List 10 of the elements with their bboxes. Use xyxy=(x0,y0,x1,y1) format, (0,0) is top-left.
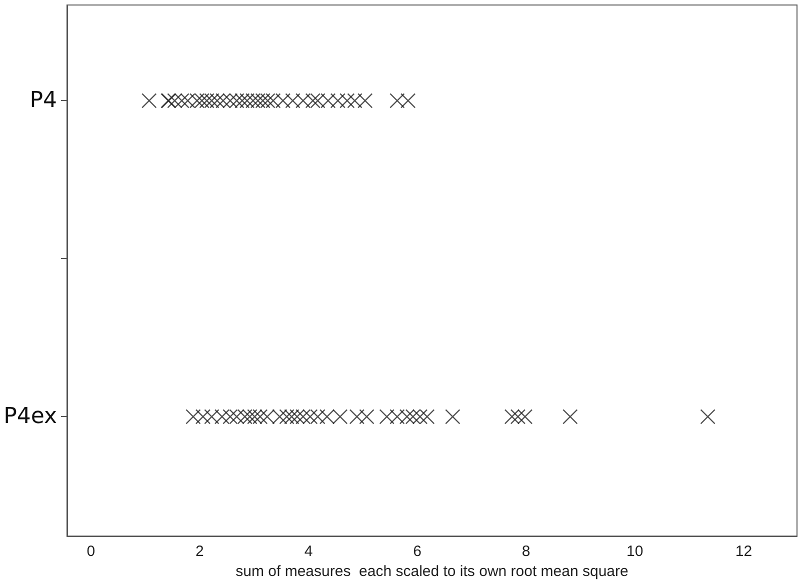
x-tick-label: 12 xyxy=(735,543,752,560)
x-tick-label: 6 xyxy=(413,543,422,560)
y-tick-label: P4ex xyxy=(4,404,57,430)
x-axis-title: sum of measures each scaled to its own root mean square xyxy=(236,563,628,580)
x-tick-label: 2 xyxy=(196,543,204,560)
x-tick-label: 10 xyxy=(626,543,644,560)
x-tick-label: 0 xyxy=(86,543,96,560)
x-tick-label: 8 xyxy=(522,543,530,560)
x-tick-label: 4 xyxy=(304,543,313,560)
y-tick-label: P4 xyxy=(30,88,57,114)
